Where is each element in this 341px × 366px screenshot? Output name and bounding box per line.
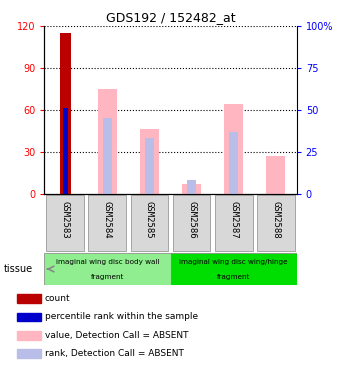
FancyBboxPatch shape: [215, 195, 253, 251]
Text: GSM2587: GSM2587: [229, 201, 238, 239]
Bar: [98, 89, 117, 194]
FancyBboxPatch shape: [173, 195, 210, 251]
Bar: [17, 313, 41, 321]
Text: percentile rank within the sample: percentile rank within the sample: [45, 313, 198, 321]
Text: value, Detection Call = ABSENT: value, Detection Call = ABSENT: [45, 331, 188, 340]
FancyBboxPatch shape: [257, 195, 295, 251]
Bar: [140, 130, 159, 194]
Title: GDS192 / 152482_at: GDS192 / 152482_at: [106, 11, 235, 25]
FancyBboxPatch shape: [170, 253, 297, 285]
Text: GSM2586: GSM2586: [187, 201, 196, 239]
Bar: [17, 349, 41, 358]
Text: GSM2584: GSM2584: [103, 201, 112, 239]
FancyBboxPatch shape: [131, 195, 168, 251]
FancyBboxPatch shape: [44, 253, 170, 285]
Text: imaginal wing disc body wall: imaginal wing disc body wall: [56, 259, 159, 265]
Bar: [103, 118, 112, 194]
Bar: [17, 331, 41, 340]
Text: fragment: fragment: [91, 274, 124, 280]
Text: rank, Detection Call = ABSENT: rank, Detection Call = ABSENT: [45, 349, 184, 358]
Text: GSM2583: GSM2583: [61, 201, 70, 239]
Bar: [187, 180, 196, 194]
FancyBboxPatch shape: [89, 195, 127, 251]
Text: tissue: tissue: [3, 264, 32, 274]
Bar: [63, 108, 68, 194]
Bar: [229, 132, 238, 194]
FancyBboxPatch shape: [46, 195, 84, 251]
Bar: [266, 156, 285, 194]
Bar: [145, 138, 154, 194]
Bar: [224, 104, 243, 194]
Bar: [60, 33, 71, 194]
Text: GSM2588: GSM2588: [271, 201, 280, 239]
Text: count: count: [45, 294, 71, 303]
Text: imaginal wing disc wing/hinge: imaginal wing disc wing/hinge: [179, 259, 288, 265]
Text: fragment: fragment: [217, 274, 250, 280]
Text: GSM2585: GSM2585: [145, 201, 154, 239]
Bar: [17, 294, 41, 303]
Bar: [182, 184, 201, 194]
